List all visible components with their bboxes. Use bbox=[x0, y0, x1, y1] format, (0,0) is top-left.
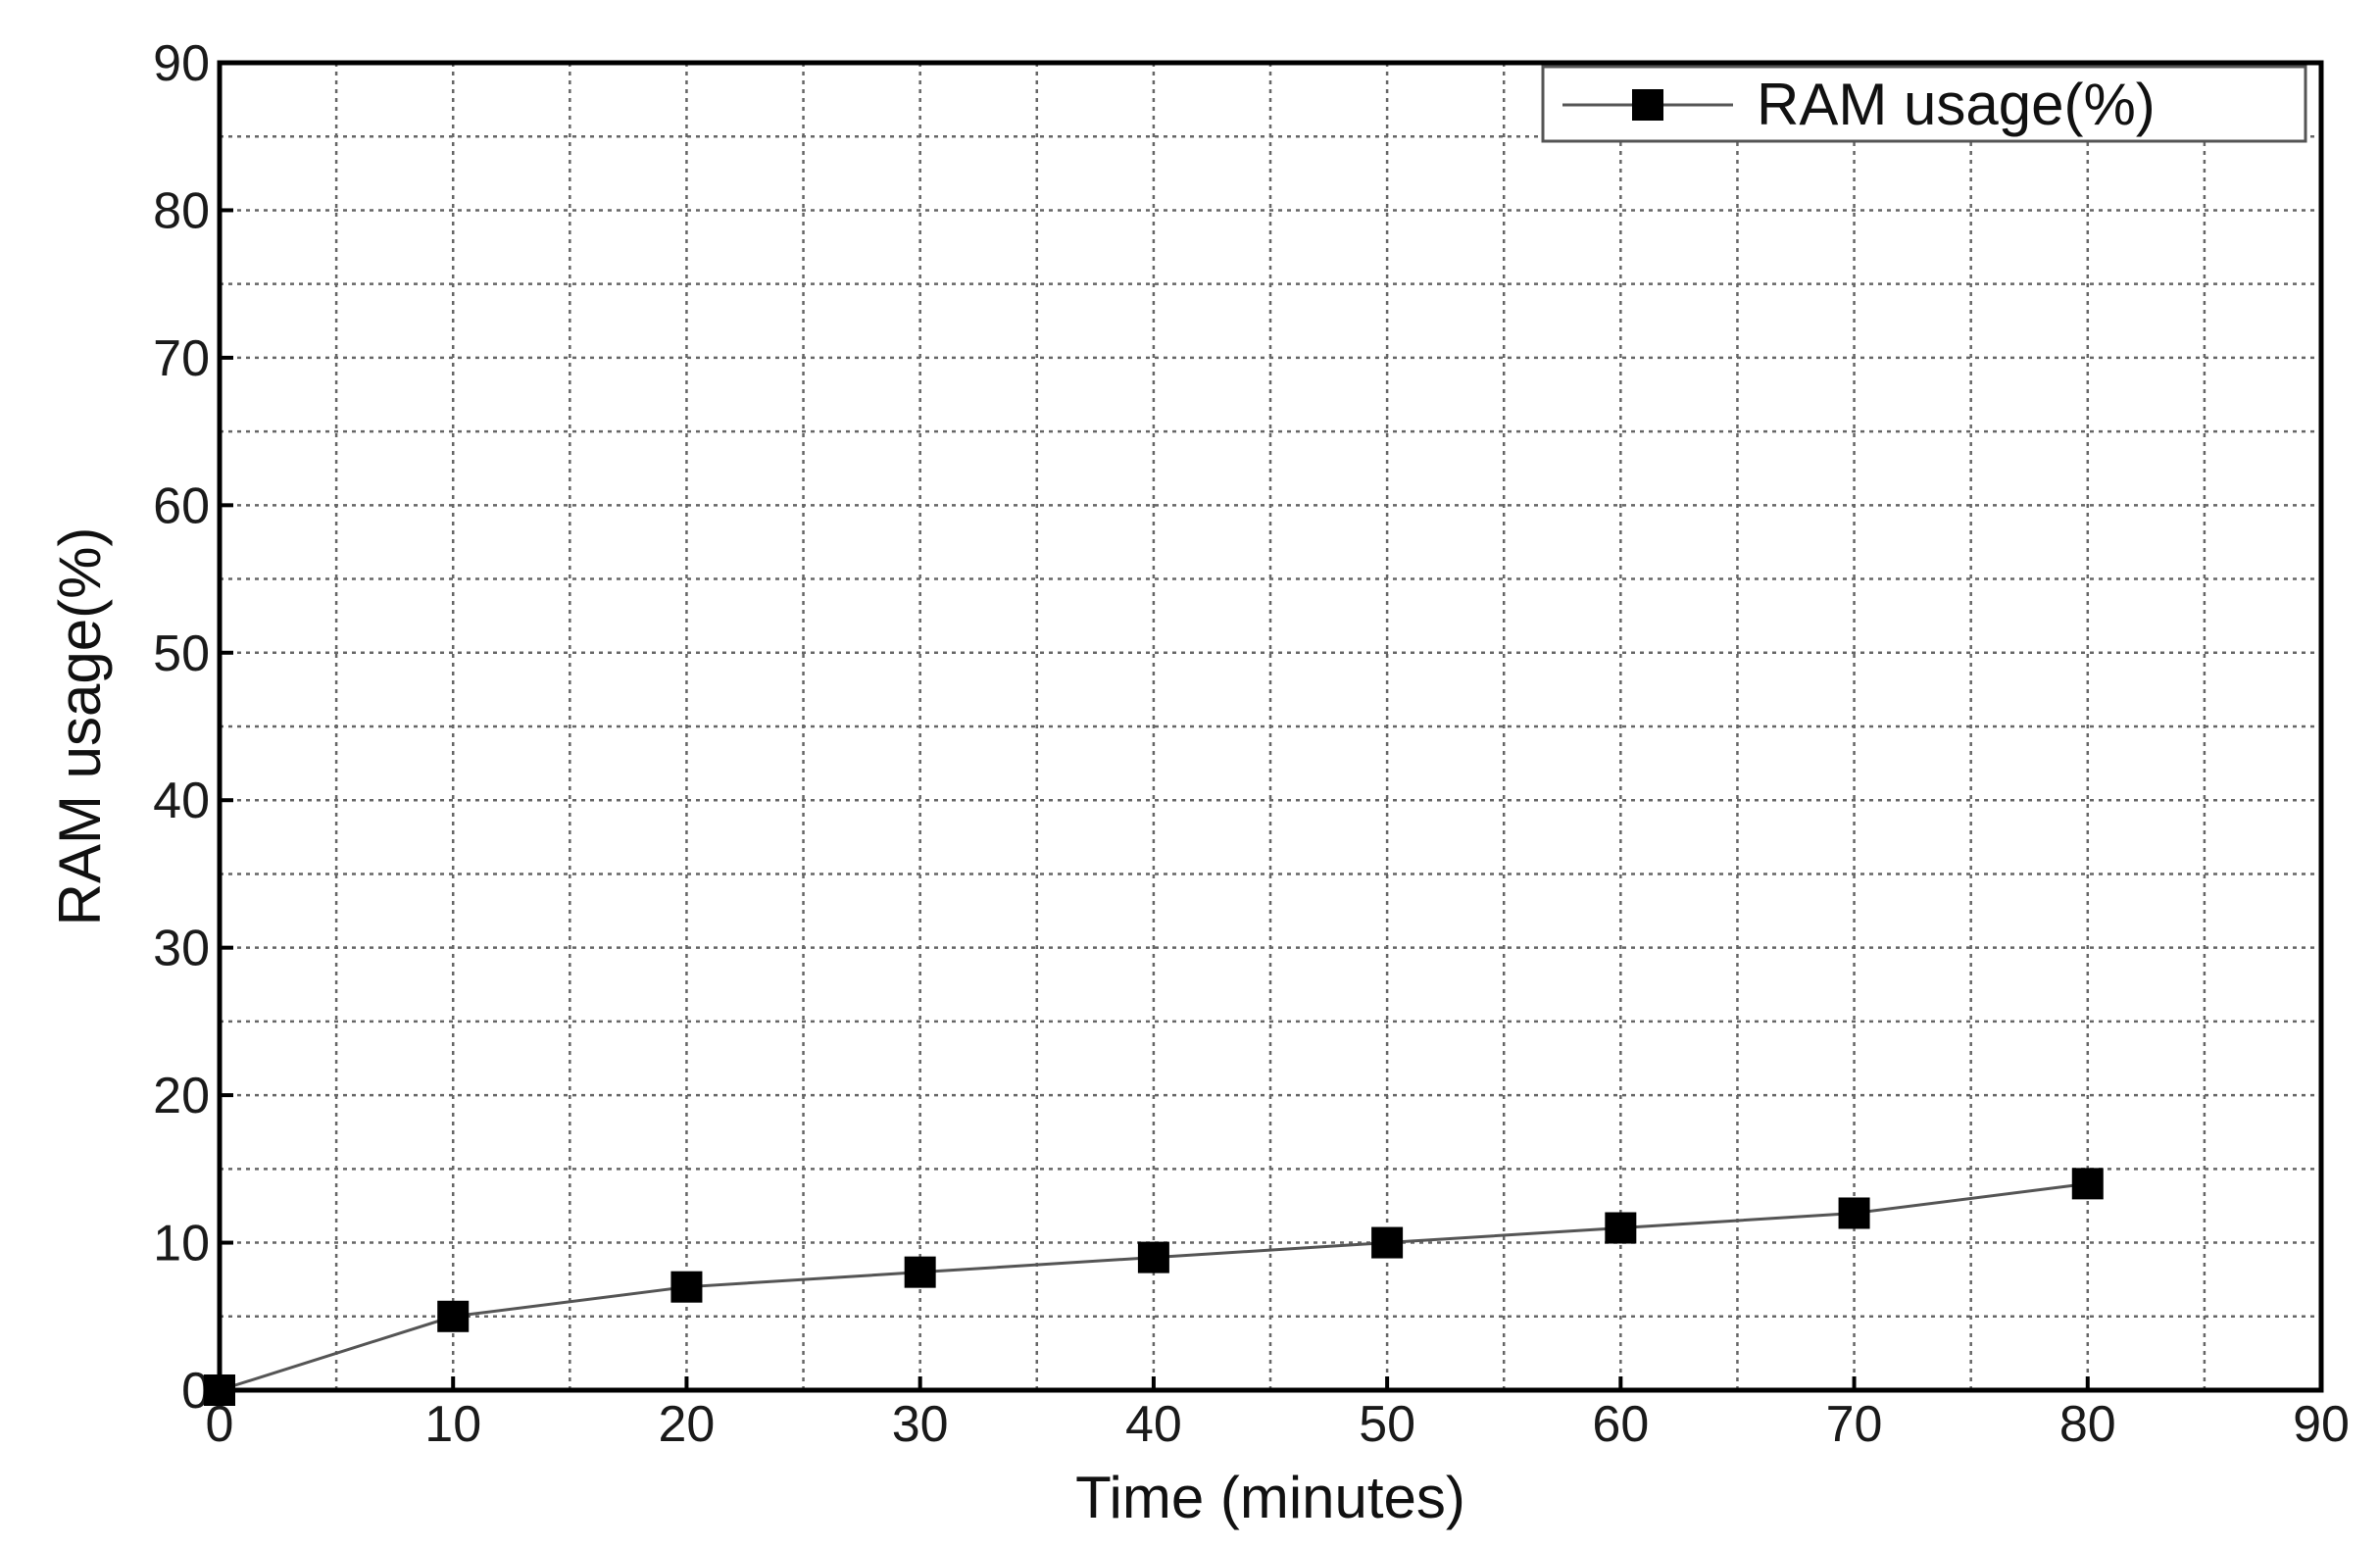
x-tick-label: 30 bbox=[892, 1396, 949, 1453]
x-axis-title: Time (minutes) bbox=[1075, 1465, 1465, 1530]
x-tick-label: 70 bbox=[1826, 1396, 1883, 1453]
x-axis-ticks: 0 10 20 30 40 50 60 70 80 90 bbox=[206, 1376, 2350, 1453]
x-tick-label: 80 bbox=[2059, 1396, 2116, 1453]
y-tick-label: 30 bbox=[153, 921, 210, 977]
x-tick-label: 40 bbox=[1125, 1396, 1182, 1453]
data-point-marker bbox=[1137, 1241, 1169, 1273]
legend-marker-square bbox=[1632, 89, 1663, 121]
legend: RAM usage(%) bbox=[1541, 65, 2307, 143]
grid-lines bbox=[220, 63, 2321, 1390]
x-tick-label: 20 bbox=[659, 1396, 716, 1453]
series-layer bbox=[204, 1168, 2104, 1406]
x-tick-label: 10 bbox=[424, 1396, 481, 1453]
series-line bbox=[219, 1181, 2088, 1392]
y-tick-label: 20 bbox=[153, 1068, 210, 1124]
y-tick-label: 50 bbox=[153, 625, 210, 682]
y-tick-label: 90 bbox=[153, 35, 210, 92]
x-tick-label: 60 bbox=[1592, 1396, 1649, 1453]
data-point-marker bbox=[1838, 1197, 1870, 1229]
x-tick-label: 90 bbox=[2293, 1396, 2350, 1453]
data-point-marker bbox=[1371, 1226, 1404, 1259]
y-tick-label: 70 bbox=[153, 330, 210, 387]
y-tick-label: 60 bbox=[153, 477, 210, 534]
data-point-marker bbox=[1605, 1212, 1637, 1244]
data-point-marker bbox=[437, 1300, 470, 1332]
data-point-marker bbox=[670, 1271, 703, 1303]
y-tick-label: 10 bbox=[153, 1216, 210, 1273]
plot-frame bbox=[217, 60, 2324, 1393]
legend-label: RAM usage(%) bbox=[1757, 72, 2156, 137]
data-point-marker bbox=[2071, 1168, 2104, 1200]
x-tick-label: 50 bbox=[1359, 1396, 1415, 1453]
y-tick-label: 80 bbox=[153, 182, 210, 239]
data-point-marker bbox=[204, 1374, 235, 1406]
y-axis-title: RAM usage(%) bbox=[47, 527, 113, 926]
data-point-marker bbox=[904, 1256, 936, 1288]
y-tick-label: 40 bbox=[153, 773, 210, 829]
